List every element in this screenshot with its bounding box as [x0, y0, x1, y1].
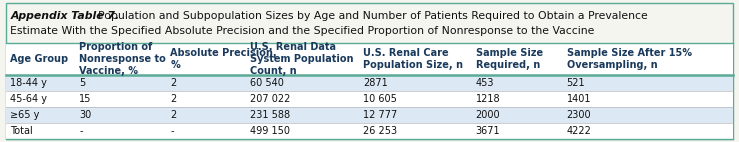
Text: 4222: 4222 — [567, 126, 591, 136]
Text: 1218: 1218 — [476, 94, 500, 104]
Text: 499 150: 499 150 — [251, 126, 290, 136]
Text: Appendix Table 7.: Appendix Table 7. — [10, 11, 120, 21]
Text: 2: 2 — [170, 94, 177, 104]
Text: 453: 453 — [476, 78, 494, 88]
Bar — [6, 91, 733, 107]
Text: 2: 2 — [170, 110, 177, 120]
Text: Proportion of
Nonresponse to
Vaccine, %: Proportion of Nonresponse to Vaccine, % — [79, 42, 166, 76]
Text: U.S. Renal Care
Population Size, n: U.S. Renal Care Population Size, n — [363, 48, 463, 70]
Bar — [6, 75, 733, 91]
Text: -: - — [170, 126, 174, 136]
Text: 521: 521 — [567, 78, 585, 88]
Text: 12 777: 12 777 — [363, 110, 398, 120]
Text: -: - — [79, 126, 83, 136]
Text: 207 022: 207 022 — [251, 94, 290, 104]
Text: Population and Subpopulation Sizes by Age and Number of Patients Required to Obt: Population and Subpopulation Sizes by Ag… — [98, 11, 647, 21]
Text: 2871: 2871 — [363, 78, 388, 88]
Bar — [6, 43, 733, 75]
Text: 5: 5 — [79, 78, 86, 88]
Text: Absolute Precision,
%: Absolute Precision, % — [170, 48, 277, 70]
Bar — [6, 107, 733, 123]
Text: 3671: 3671 — [476, 126, 500, 136]
Text: 2300: 2300 — [567, 110, 591, 120]
Text: 10 605: 10 605 — [363, 94, 397, 104]
Bar — [6, 123, 733, 139]
Text: 45-64 y: 45-64 y — [10, 94, 47, 104]
Text: Total: Total — [10, 126, 33, 136]
Text: 231 588: 231 588 — [251, 110, 290, 120]
Text: Estimate With the Specified Absolute Precision and the Specified Proportion of N: Estimate With the Specified Absolute Pre… — [10, 26, 595, 36]
Text: 2000: 2000 — [476, 110, 500, 120]
Text: 1401: 1401 — [567, 94, 591, 104]
Text: Sample Size After 15%
Oversampling, n: Sample Size After 15% Oversampling, n — [567, 48, 692, 70]
Text: 2: 2 — [170, 78, 177, 88]
Text: 15: 15 — [79, 94, 92, 104]
Text: U.S. Renal Data
System Population
Count, n: U.S. Renal Data System Population Count,… — [251, 42, 354, 76]
Text: Sample Size
Required, n: Sample Size Required, n — [476, 48, 543, 70]
Text: ≥65 y: ≥65 y — [10, 110, 40, 120]
Text: 60 540: 60 540 — [251, 78, 285, 88]
Text: 26 253: 26 253 — [363, 126, 397, 136]
Text: 18-44 y: 18-44 y — [10, 78, 47, 88]
Text: Age Group: Age Group — [10, 54, 69, 64]
Text: 30: 30 — [79, 110, 92, 120]
